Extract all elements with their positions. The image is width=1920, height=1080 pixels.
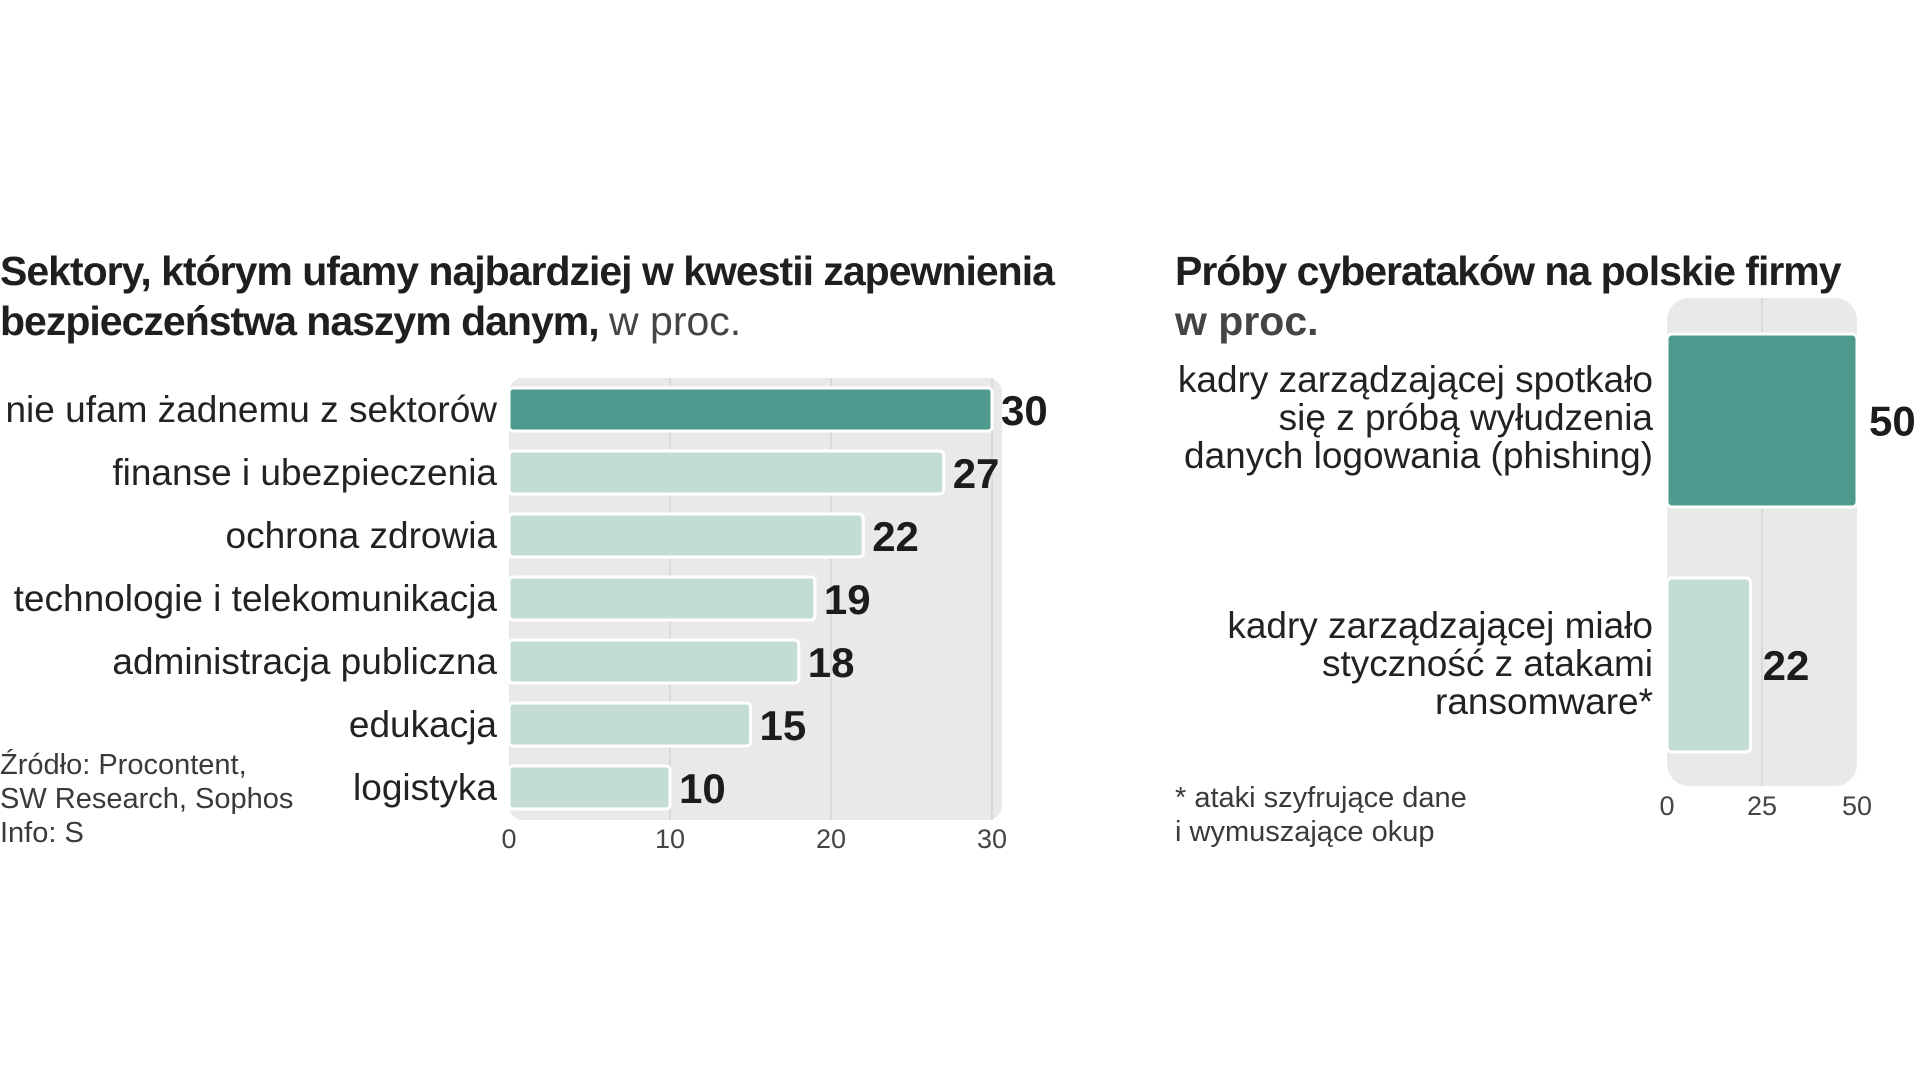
left-chart-title: Sektory, którym ufamy najbardziej w kwes… (0, 246, 1080, 346)
footnote-line-1: * ataki szyfrujące dane (1175, 782, 1467, 814)
left-chart-x-tick-label: 30 (977, 824, 1007, 854)
left-chart-value-label: 27 (953, 450, 1000, 497)
left-chart-category-label: ochrona zdrowia (226, 515, 498, 556)
left-chart-value-label: 19 (824, 576, 871, 623)
left-chart-value-label: 22 (872, 513, 919, 560)
left-chart-category-label: finanse i ubezpieczenia (112, 452, 497, 493)
source-line-1: Źródło: Procontent, (0, 749, 247, 781)
left-chart-bar (507, 764, 672, 811)
left-chart-x-tick-label: 0 (501, 824, 516, 854)
right-chart-bar (1665, 332, 1859, 509)
right-chart-title-bold: Próby cyberataków na polskie firmy (1175, 248, 1842, 294)
left-chart-category-label: edukacja (349, 704, 498, 745)
left-chart-title-unit: w proc. (609, 298, 742, 344)
right-chart-title: Próby cyberataków na polskie firmy w pro… (1175, 246, 1920, 346)
source-note: Źródło: Procontent, SW Research, Sophos … (0, 748, 293, 850)
left-chart-title-bold: Sektory, którym ufamy najbardziej w kwes… (0, 248, 1055, 344)
right-chart-category-label-line: ransomware* (1435, 681, 1653, 722)
right-chart-category-label-line: danych logowania (phishing) (1184, 435, 1653, 476)
left-chart-value-label: 15 (760, 702, 807, 749)
left-chart-bar (507, 638, 801, 685)
right-chart-x-tick-label: 50 (1842, 791, 1872, 821)
right-chart-value-label: 22 (1763, 642, 1810, 689)
left-chart-bar (507, 449, 946, 496)
left-chart-bar (507, 386, 994, 433)
left-chart-x-tick-label: 10 (655, 824, 685, 854)
right-chart-value-label: 50 (1869, 398, 1916, 445)
left-chart-x-tick-label: 20 (816, 824, 846, 854)
left-chart-bar (507, 701, 752, 748)
left-chart-value-label: 30 (1001, 387, 1048, 434)
right-chart-x-tick-label: 25 (1747, 791, 1777, 821)
left-chart-bar (507, 512, 865, 559)
left-chart-category-label: nie ufam żadnemu z sektorów (5, 389, 497, 430)
left-chart-value-label: 18 (808, 639, 855, 686)
right-chart-category-label-line: kadry zarządzającej spotkało (1178, 359, 1653, 400)
source-line-2: SW Research, Sophos (0, 783, 294, 815)
left-chart-category-label: administracja publiczna (112, 641, 497, 682)
source-line-3: Info: S (0, 817, 84, 849)
left-chart-bar (507, 575, 817, 622)
footnote: * ataki szyfrujące dane i wymuszające ok… (1175, 781, 1467, 849)
right-chart-category-label-line: styczność z atakami (1322, 643, 1653, 684)
footnote-line-2: i wymuszające okup (1175, 816, 1435, 848)
left-chart-category-label: technologie i telekomunikacja (14, 578, 498, 619)
right-chart-category-label-line: kadry zarządzającej miało (1227, 605, 1653, 646)
right-chart-category-label-line: się z próbą wyłudzenia (1279, 397, 1654, 438)
left-chart-category-label: logistyka (353, 767, 497, 808)
left-chart-value-label: 10 (679, 765, 726, 812)
right-chart-title-unit: w proc. (1175, 298, 1319, 344)
right-chart-bar (1665, 576, 1753, 754)
right-chart-x-tick-label: 0 (1659, 791, 1674, 821)
